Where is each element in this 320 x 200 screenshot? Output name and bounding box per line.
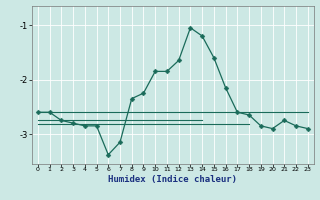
X-axis label: Humidex (Indice chaleur): Humidex (Indice chaleur) xyxy=(108,175,237,184)
